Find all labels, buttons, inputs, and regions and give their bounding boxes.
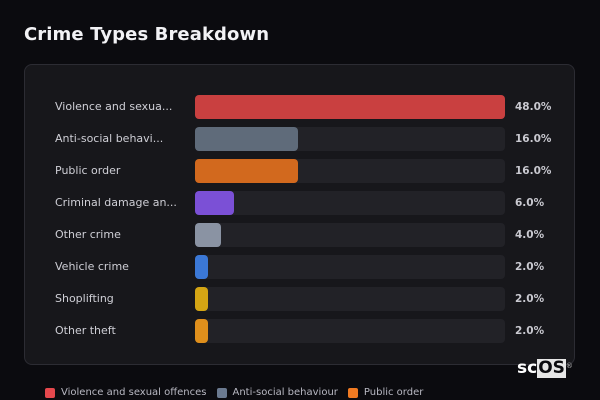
- bar-row: Vehicle crime 2.0%: [25, 255, 574, 279]
- bar-label: Violence and sexua...: [55, 100, 173, 113]
- bar-track: [195, 159, 505, 183]
- legend-swatch-icon: [347, 387, 358, 398]
- bar-row: Anti-social behavi... 16.0%: [25, 127, 574, 151]
- bar-label: Other theft: [55, 324, 116, 337]
- legend-label: Anti-social behaviour: [232, 387, 338, 398]
- bar-value: 48.0%: [515, 101, 552, 113]
- bar-row: Shoplifting 2.0%: [25, 287, 574, 311]
- legend-item[interactable]: Anti-social behaviour: [216, 387, 338, 398]
- bar-value: 2.0%: [515, 325, 545, 337]
- bar-track: [195, 287, 505, 311]
- legend-item[interactable]: Violence and sexual offences: [45, 387, 207, 398]
- bar-fill[interactable]: [195, 319, 208, 343]
- bar-track: [195, 191, 505, 215]
- legend-label: Public order: [363, 387, 424, 398]
- legend-item[interactable]: Public order: [347, 387, 424, 398]
- bar-fill[interactable]: [195, 191, 234, 215]
- bar-label: Other crime: [55, 228, 121, 241]
- chart-legend: Violence and sexual offences Anti-social…: [45, 387, 423, 398]
- bar-value: 2.0%: [515, 293, 545, 305]
- bar-row: Criminal damage an... 6.0%: [25, 191, 574, 215]
- bar-fill[interactable]: [195, 159, 299, 183]
- bar-fill[interactable]: [195, 287, 208, 311]
- bar-label: Anti-social behavi...: [55, 132, 164, 145]
- bar-row: Public order 16.0%: [25, 159, 574, 183]
- bar-value: 6.0%: [515, 197, 545, 209]
- bar-track: [195, 95, 505, 119]
- bar-value: 16.0%: [515, 133, 552, 145]
- bar-value: 4.0%: [515, 229, 545, 241]
- bar-label: Vehicle crime: [55, 260, 129, 273]
- chart-title: Crime Types Breakdown: [24, 24, 270, 45]
- scos-logo: sc OS ®: [517, 358, 573, 378]
- logo-os: OS: [537, 358, 566, 378]
- bar-track: [195, 255, 505, 279]
- bar-track: [195, 223, 505, 247]
- bar-fill[interactable]: [195, 223, 221, 247]
- bar-track: [195, 127, 505, 151]
- bar-value: 16.0%: [515, 165, 552, 177]
- legend-swatch-icon: [216, 387, 227, 398]
- bar-label: Shoplifting: [55, 292, 114, 305]
- bar-label: Public order: [55, 164, 121, 177]
- chart-card: Violence and sexua... 48.0% Anti-social …: [24, 64, 575, 365]
- legend-label: Violence and sexual offences: [61, 387, 207, 398]
- bar-fill[interactable]: [195, 95, 505, 119]
- bar-label: Criminal damage an...: [55, 196, 177, 209]
- bar-fill[interactable]: [195, 255, 208, 279]
- registered-icon: ®: [565, 362, 573, 370]
- legend-swatch-icon: [45, 387, 55, 398]
- bar-track: [195, 319, 505, 343]
- bar-row: Other theft 2.0%: [25, 319, 574, 343]
- logo-sc: sc: [517, 358, 538, 378]
- bar-fill[interactable]: [195, 127, 299, 151]
- bar-value: 2.0%: [515, 261, 545, 273]
- bar-row: Violence and sexua... 48.0%: [25, 95, 574, 119]
- bar-row: Other crime 4.0%: [25, 223, 574, 247]
